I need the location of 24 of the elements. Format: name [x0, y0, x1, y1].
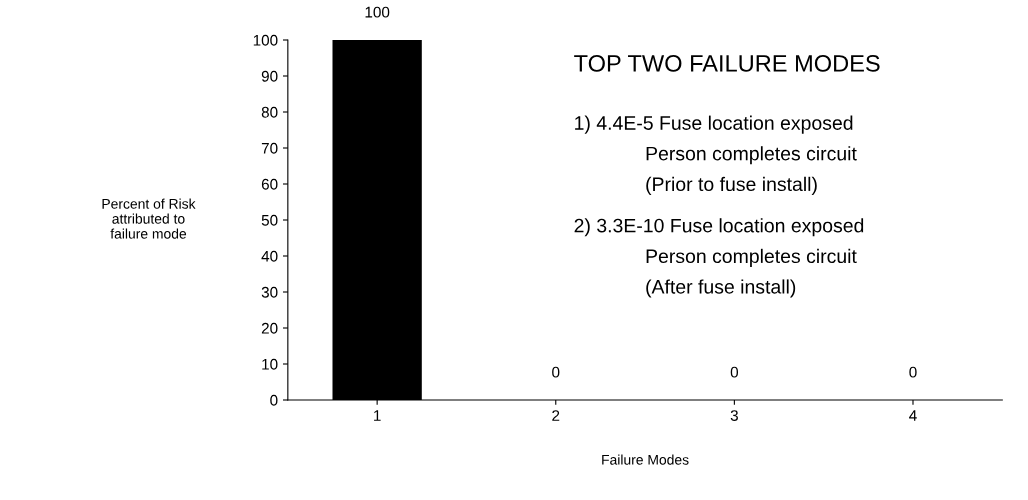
y-tick-label: 100 — [253, 34, 278, 46]
x-axis-title: Failure Modes — [602, 454, 689, 465]
x-tick-label: 4 — [909, 410, 917, 421]
y-tick-label: 70 — [261, 142, 278, 154]
x-tick-label: 2 — [552, 410, 560, 421]
data-label: 0 — [552, 366, 560, 378]
y-tick-label: 40 — [261, 250, 278, 262]
y-tick-label: 50 — [261, 214, 278, 226]
annotation: 2) 3.3E-10 Fuse location exposed Person completes circuit (After fuse install) — [574, 218, 864, 298]
y-tick-label: 80 — [261, 106, 278, 118]
y-tick-label: 10 — [262, 358, 278, 370]
data-label: 0 — [909, 366, 917, 378]
y-tick-label: 30 — [261, 286, 278, 298]
y-tick-label: 20 — [261, 322, 278, 334]
annotation: TOP TWO FAILURE MODES — [574, 55, 880, 72]
y-tick-label: 60 — [261, 178, 278, 190]
y-tick-label: 90 — [261, 70, 278, 82]
x-tick-label: 1 — [374, 410, 381, 421]
data-label: 100 — [365, 6, 390, 18]
annotation: 1) 4.4E-5 Fuse location exposed Person completes circuit (Prior to fuse install) — [575, 115, 857, 195]
y-tick-label: 0 — [270, 394, 278, 406]
x-tick-label: 3 — [730, 410, 738, 421]
data-label: 0 — [730, 366, 739, 378]
y-axis-title: Percent of Risk attributed to failure mode — [102, 198, 196, 239]
